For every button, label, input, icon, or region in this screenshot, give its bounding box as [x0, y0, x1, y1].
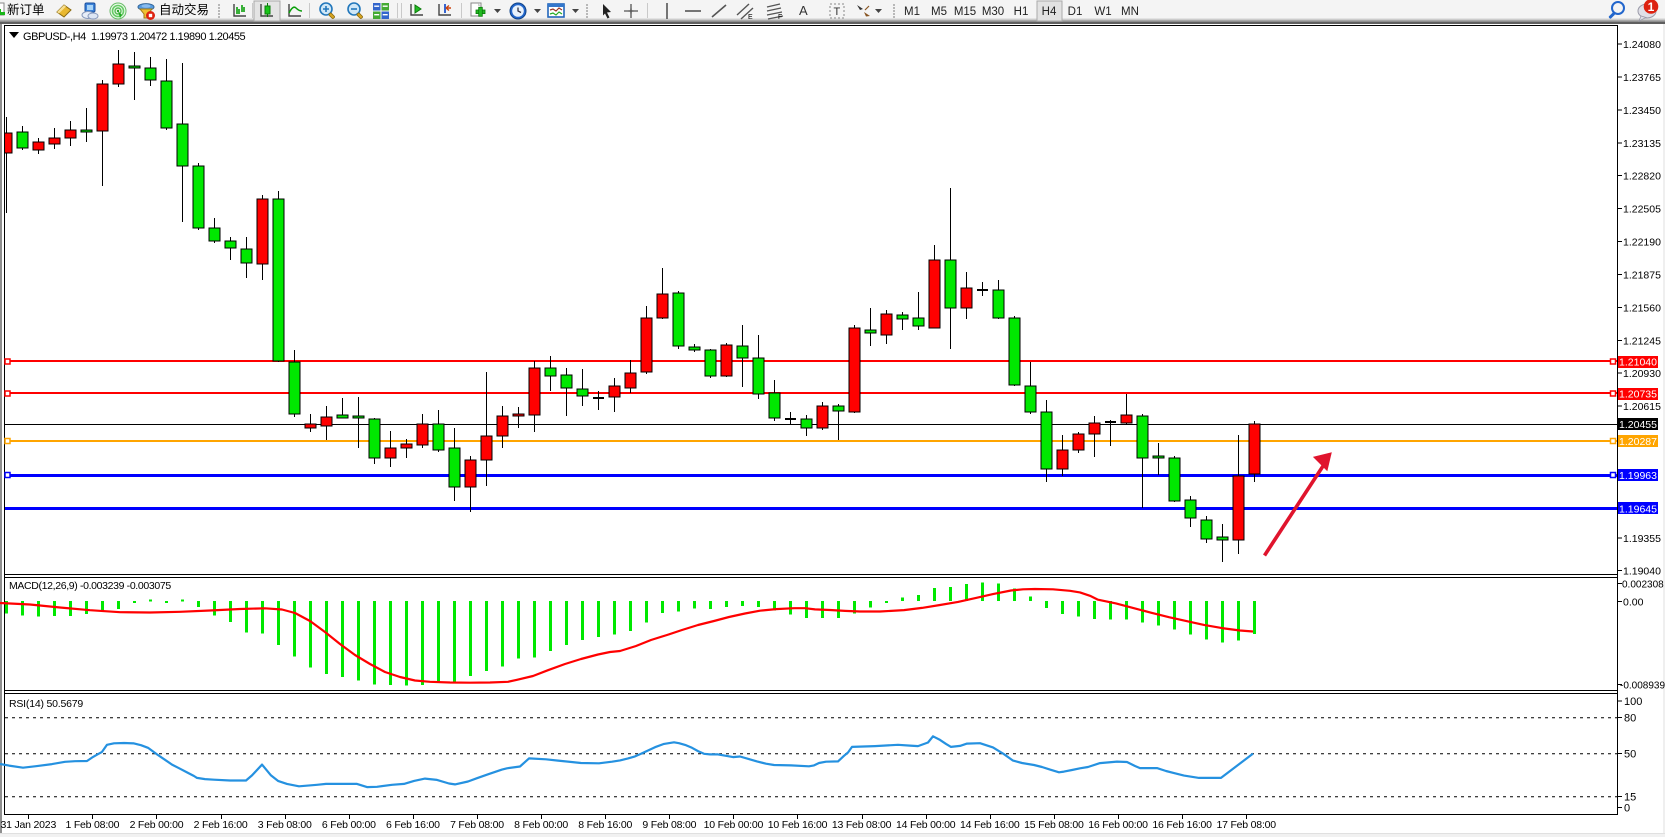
svg-text:3 Feb 08:00: 3 Feb 08:00	[258, 819, 312, 831]
svg-text:6 Feb 00:00: 6 Feb 00:00	[322, 819, 376, 831]
svg-text:D1: D1	[1068, 6, 1083, 18]
svg-text:MACD(12,26,9) -0.003239 -0.003: MACD(12,26,9) -0.003239 -0.003075	[9, 580, 171, 592]
svg-text:15: 15	[1624, 792, 1636, 804]
svg-text:1: 1	[1648, 0, 1655, 14]
svg-text:8 Feb 16:00: 8 Feb 16:00	[578, 819, 632, 831]
svg-text:50: 50	[1624, 749, 1636, 761]
svg-text:9 Feb 08:00: 9 Feb 08:00	[642, 819, 696, 831]
svg-text:1.20735: 1.20735	[1619, 389, 1657, 401]
svg-text:7 Feb 08:00: 7 Feb 08:00	[450, 819, 504, 831]
svg-text:MN: MN	[1121, 6, 1139, 18]
svg-text:6 Feb 16:00: 6 Feb 16:00	[386, 819, 440, 831]
svg-text:E: E	[748, 14, 753, 21]
svg-text:14 Feb 16:00: 14 Feb 16:00	[960, 819, 1020, 831]
svg-text:8 Feb 00:00: 8 Feb 00:00	[514, 819, 568, 831]
svg-text:100: 100	[1624, 696, 1642, 708]
svg-text:17 Feb 08:00: 17 Feb 08:00	[1216, 819, 1276, 831]
svg-text:0.00: 0.00	[1623, 597, 1644, 609]
svg-text:1.19645: 1.19645	[1619, 503, 1657, 515]
svg-text:M30: M30	[982, 6, 1004, 18]
svg-text:H1: H1	[1014, 6, 1029, 18]
svg-text:1.21875: 1.21875	[1623, 269, 1661, 281]
svg-text:1.20455: 1.20455	[1619, 419, 1657, 431]
svg-text:GBPUSD-,H4 1.19973 1.20472 1.: GBPUSD-,H4 1.19973 1.20472 1.19890 1.204…	[23, 31, 246, 43]
svg-text:M15: M15	[954, 6, 976, 18]
svg-text:1.22190: 1.22190	[1623, 237, 1661, 249]
svg-text:2 Feb 00:00: 2 Feb 00:00	[130, 819, 184, 831]
svg-text:2 Feb 16:00: 2 Feb 16:00	[194, 819, 248, 831]
svg-text:16 Feb 00:00: 16 Feb 00:00	[1088, 819, 1148, 831]
svg-text:1.20287: 1.20287	[1619, 436, 1657, 448]
svg-text:1.21560: 1.21560	[1623, 302, 1661, 314]
svg-text:-0.008939: -0.008939	[1620, 681, 1665, 692]
svg-text:1.20930: 1.20930	[1623, 368, 1661, 380]
svg-text:1.20615: 1.20615	[1623, 401, 1661, 413]
svg-text:1.22505: 1.22505	[1623, 204, 1661, 216]
svg-text:新订单: 新订单	[7, 2, 45, 17]
svg-text:1.23765: 1.23765	[1623, 72, 1661, 84]
svg-text:15 Feb 08:00: 15 Feb 08:00	[1024, 819, 1084, 831]
svg-text:H4: H4	[1042, 6, 1057, 18]
svg-text:1.22820: 1.22820	[1623, 171, 1661, 183]
svg-text:10 Feb 00:00: 10 Feb 00:00	[704, 819, 764, 831]
svg-text:0.002308: 0.002308	[1622, 580, 1664, 591]
svg-text:M1: M1	[904, 6, 920, 18]
svg-text:31 Jan 2023: 31 Jan 2023	[0, 819, 56, 831]
svg-text:16 Feb 16:00: 16 Feb 16:00	[1152, 819, 1212, 831]
svg-text:1.23450: 1.23450	[1623, 105, 1661, 117]
svg-text:A: A	[799, 3, 808, 18]
svg-text:F: F	[778, 14, 782, 21]
svg-text:80: 80	[1624, 713, 1636, 725]
svg-text:T: T	[834, 6, 841, 18]
svg-text:0: 0	[1624, 803, 1630, 815]
svg-text:1.19963: 1.19963	[1619, 470, 1657, 482]
svg-text:1.24080: 1.24080	[1623, 39, 1661, 51]
svg-text:RSI(14) 50.5679: RSI(14) 50.5679	[9, 698, 83, 710]
svg-text:14 Feb 00:00: 14 Feb 00:00	[896, 819, 956, 831]
svg-text:W1: W1	[1094, 6, 1111, 18]
svg-text:1.19040: 1.19040	[1623, 566, 1661, 578]
svg-text:10 Feb 16:00: 10 Feb 16:00	[768, 819, 828, 831]
svg-text:1.21245: 1.21245	[1623, 335, 1661, 347]
svg-text:1 Feb 08:00: 1 Feb 08:00	[65, 819, 119, 831]
svg-text:自动交易: 自动交易	[159, 2, 209, 17]
svg-text:1.21040: 1.21040	[1619, 357, 1657, 369]
svg-text:1.19355: 1.19355	[1623, 533, 1661, 545]
svg-text:1.23135: 1.23135	[1623, 138, 1661, 150]
svg-text:M5: M5	[931, 6, 947, 18]
svg-text:13 Feb 08:00: 13 Feb 08:00	[832, 819, 892, 831]
